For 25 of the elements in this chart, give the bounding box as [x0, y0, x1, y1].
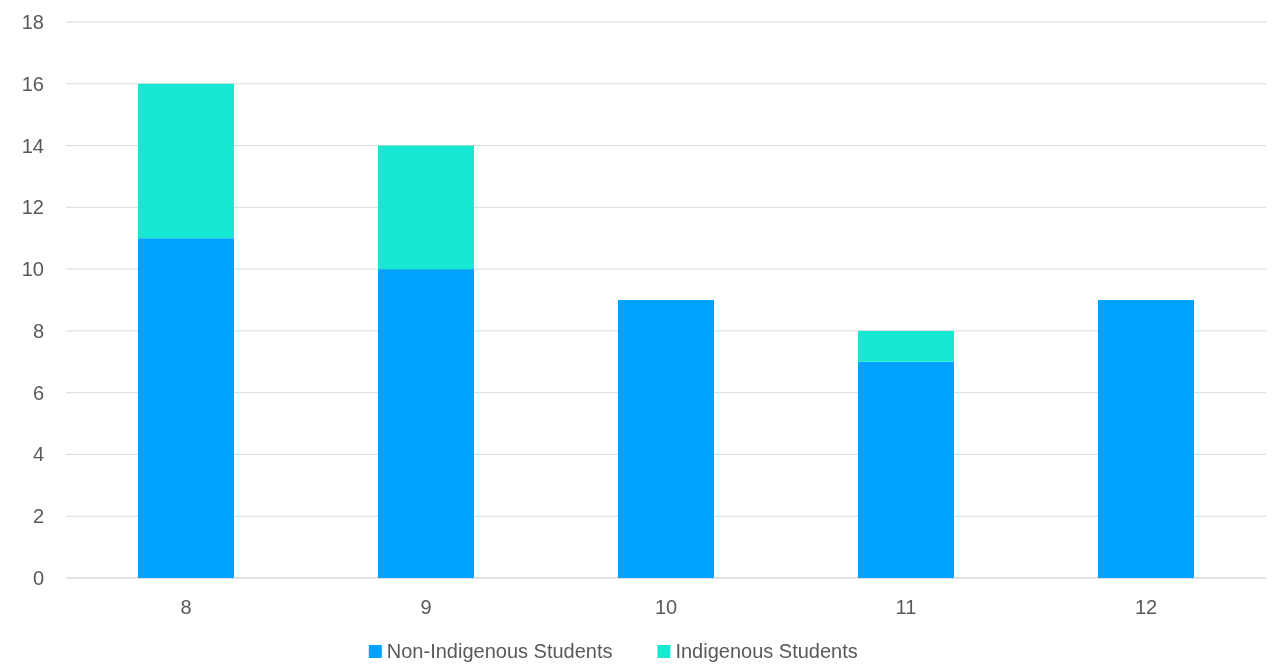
legend-label: Non-Indigenous Students: [386, 640, 613, 662]
bar: [138, 83, 234, 239]
x-tick-label: 10: [654, 596, 678, 618]
bar: [378, 269, 474, 578]
y-tick-label: 18: [21, 11, 44, 33]
bar: [858, 330, 954, 362]
y-tick-label: 4: [32, 443, 44, 466]
bar: [618, 300, 714, 578]
bar: [138, 238, 234, 578]
bar: [1098, 300, 1194, 578]
y-tick-label: 8: [32, 319, 44, 342]
x-tick-label: 8: [180, 596, 192, 618]
y-tick-label: 2: [32, 505, 44, 528]
x-tick-label: 9: [420, 596, 432, 618]
y-tick-label: 14: [21, 134, 44, 157]
y-tick-label: 16: [21, 72, 44, 95]
x-tick-label: 12: [1134, 596, 1158, 618]
y-tick-label: 10: [21, 258, 44, 281]
y-tick-label: 12: [21, 196, 44, 219]
bar: [858, 361, 954, 578]
y-tick-label: 0: [32, 567, 44, 589]
y-tick-label: 6: [32, 381, 44, 404]
x-tick-label: 11: [895, 596, 917, 618]
legend-label: Indigenous Students: [675, 640, 858, 662]
bar: [378, 145, 474, 270]
